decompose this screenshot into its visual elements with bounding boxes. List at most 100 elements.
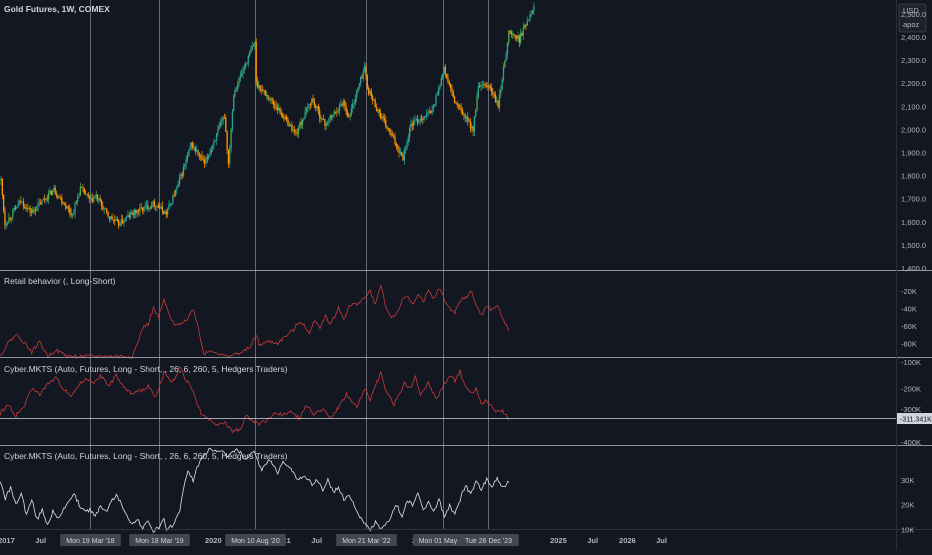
candle-body[interactable] [356,91,358,98]
candle-body[interactable] [254,42,256,45]
candle-body[interactable] [426,112,428,116]
candle-body[interactable] [162,211,165,214]
candle-body[interactable] [235,88,238,90]
candle-body[interactable] [227,150,230,164]
candle-body[interactable] [33,209,35,211]
candle-body[interactable] [472,126,474,132]
candle-body[interactable] [118,219,120,226]
candle-body[interactable] [59,197,62,198]
candle-body[interactable] [176,186,178,190]
candle-body[interactable] [267,95,269,100]
candle-body[interactable] [418,121,420,123]
candle-body[interactable] [340,103,342,105]
candle-body[interactable] [165,211,167,215]
date-badge[interactable] [129,534,190,546]
candle-body[interactable] [95,194,97,197]
candle-body[interactable] [467,116,469,122]
candle-body[interactable] [398,147,400,153]
time-axis[interactable]: 2017Jul20182019Jul20202021Jul20222023202… [0,534,667,546]
candle-body[interactable] [494,94,497,103]
candle-body[interactable] [91,197,93,203]
candle-body[interactable] [410,123,412,129]
candle-body[interactable] [315,105,317,109]
candle-body[interactable] [476,96,478,110]
candle-body[interactable] [205,157,207,164]
candle-body[interactable] [177,183,179,187]
candle-body[interactable] [217,129,219,133]
candle-body[interactable] [124,217,126,222]
candle-body[interactable] [522,27,524,36]
candle-body[interactable] [406,141,408,149]
candle-body[interactable] [174,189,177,197]
candle-body[interactable] [496,100,498,103]
candle-body[interactable] [107,212,109,217]
candle-body[interactable] [443,66,445,75]
candle-body[interactable] [241,73,243,76]
candle-body[interactable] [218,126,220,130]
candle-body[interactable] [299,122,301,129]
candle-body[interactable] [453,96,456,103]
candle-body[interactable] [242,69,244,74]
candle-body[interactable] [393,135,395,138]
candle-body[interactable] [358,83,361,88]
candle-body[interactable] [394,137,396,144]
candle-body[interactable] [122,219,124,223]
candle-body[interactable] [533,6,535,11]
candle-body[interactable] [309,104,312,106]
candle-body[interactable] [525,24,527,26]
candle-body[interactable] [128,215,130,217]
candle-body[interactable] [510,32,513,35]
candle-body[interactable] [497,100,499,108]
candle-body[interactable] [262,89,264,91]
candle-body[interactable] [475,109,477,117]
candle-body[interactable] [233,95,235,111]
candle-body[interactable] [509,30,511,33]
candle-body[interactable] [40,202,42,205]
candle-body[interactable] [92,198,95,203]
candle-body[interactable] [301,120,304,125]
candle-body[interactable] [330,115,333,118]
candle-body[interactable] [186,155,189,160]
candle-body[interactable] [473,116,476,132]
hedgers-pane[interactable] [0,365,510,434]
candle-body[interactable] [374,100,376,108]
candle-body[interactable] [185,159,187,165]
candle-body[interactable] [278,108,280,110]
hedgers-current-badge[interactable] [897,413,932,424]
candle-body[interactable] [375,107,378,112]
candle-body[interactable] [1,178,3,195]
candle-body[interactable] [342,101,345,106]
candle-body[interactable] [141,208,144,211]
candle-body[interactable] [119,225,121,227]
candle-body[interactable] [41,200,43,205]
candle-body[interactable] [77,197,79,202]
candle-body[interactable] [486,85,489,88]
candle-body[interactable] [404,148,407,150]
candle-body[interactable] [219,122,222,127]
candle-body[interactable] [527,19,530,21]
candle-body[interactable] [326,122,329,125]
candle-body[interactable] [431,109,433,113]
candle-body[interactable] [26,207,29,210]
candle-body[interactable] [379,112,382,119]
candle-body[interactable] [430,110,432,113]
candle-body[interactable] [346,111,349,117]
candle-body[interactable] [112,219,115,221]
candle-body[interactable] [381,116,383,119]
candle-body[interactable] [308,104,310,107]
candle-body[interactable] [268,99,271,100]
candle-body[interactable] [156,206,158,207]
candle-body[interactable] [180,174,182,179]
candle-body[interactable] [211,145,214,149]
candle-body[interactable] [498,94,501,108]
hedgers-line[interactable] [0,365,510,434]
candle-body[interactable] [264,90,267,96]
candle-body[interactable] [8,217,10,224]
candle-body[interactable] [83,188,85,194]
candle-body[interactable] [275,105,277,109]
candle-body[interactable] [319,110,321,118]
candle-body[interactable] [214,140,216,142]
candle-body[interactable] [108,216,111,219]
candle-body[interactable] [369,90,371,94]
candle-body[interactable] [333,111,335,115]
